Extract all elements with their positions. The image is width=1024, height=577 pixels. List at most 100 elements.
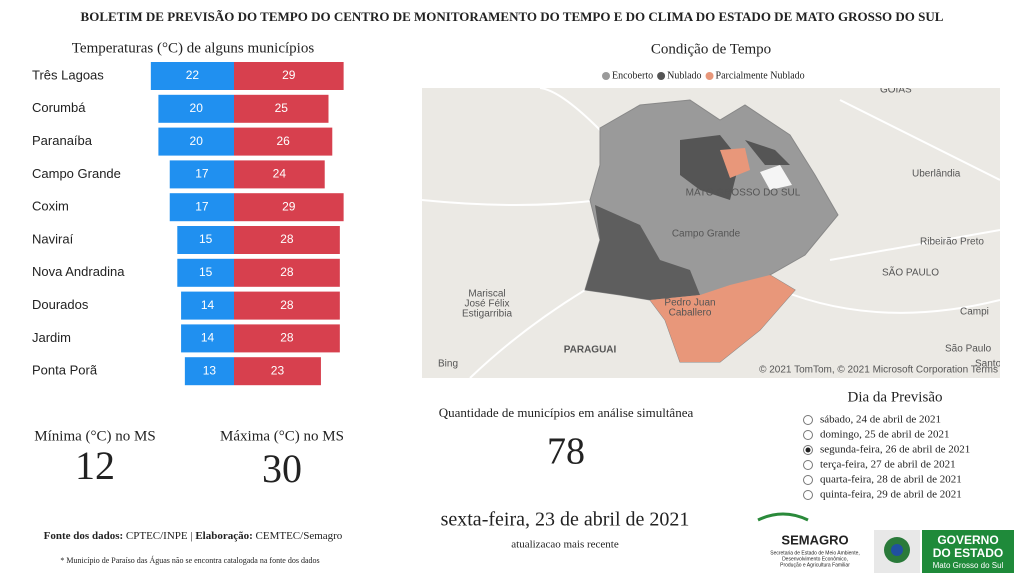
value-label: 24 <box>273 167 287 181</box>
value-label: 29 <box>282 199 296 213</box>
kpi-label: Quantidade de municípios em análise simu… <box>439 405 694 420</box>
map-label: PARAGUAI <box>564 345 617 356</box>
value-label: 26 <box>276 134 290 148</box>
value-label: 15 <box>199 265 213 279</box>
category-label: Três Lagoas <box>32 67 104 82</box>
footer-source: Fonte dos dados: CPTEC/INPE | Elaboração… <box>44 530 343 542</box>
update-note: atualizacao mais recente <box>511 539 619 551</box>
map-credit: © 2021 TomTom, © 2021 Microsoft Corporat… <box>759 365 998 376</box>
value-label: 28 <box>280 331 294 345</box>
map-label: Uberlândia <box>912 169 961 180</box>
map-label: Campo Grande <box>672 229 741 240</box>
legend-swatch <box>657 72 666 80</box>
map-roads <box>422 88 1000 378</box>
value-label: 15 <box>199 232 213 246</box>
category-label: Corumbá <box>32 100 86 115</box>
value-label: 13 <box>203 363 217 377</box>
map-label: José Félix <box>464 299 509 310</box>
source-part: Fonte dos dados: <box>44 530 123 542</box>
bar <box>234 193 344 222</box>
bar <box>234 127 333 156</box>
gov-text: Mato Grosso do Sul <box>933 561 1004 570</box>
kpi-value: 30 <box>262 446 302 491</box>
bar <box>150 62 234 90</box>
forecast-title: Dia da Previsão <box>848 389 943 405</box>
radio <box>803 415 813 425</box>
category-label: Dourados <box>32 297 89 312</box>
value-label: 28 <box>280 265 294 279</box>
category-label: Ponta Porã <box>32 363 98 378</box>
bar <box>234 258 340 287</box>
bar <box>169 160 234 189</box>
coat-of-arms <box>891 544 903 556</box>
value-label: 29 <box>282 68 296 82</box>
semagro-logo: SEMAGRO Secretaria de Estado de Meio Amb… <box>757 512 860 568</box>
bar <box>158 94 234 123</box>
bar <box>181 324 234 353</box>
radio-label: terça-feira, 27 de abril de 2021 <box>820 459 956 471</box>
radio <box>803 475 813 485</box>
legend-label: Nublado <box>667 70 701 81</box>
map-label: GOIÁS <box>880 83 912 96</box>
map-label: SÃO PAULO <box>882 266 939 279</box>
value-label: 17 <box>195 199 209 213</box>
bar <box>234 62 344 90</box>
logo-sub: Secretaria de Estado de Meio Ambiente, <box>770 550 860 556</box>
value-label: 28 <box>280 298 294 312</box>
value-label: 25 <box>275 101 289 115</box>
map-label: Santo <box>975 359 1002 370</box>
bar <box>158 127 234 156</box>
radio-label: domingo, 25 de abril de 2021 <box>820 429 950 441</box>
bar <box>177 226 234 254</box>
map-label: Caballero <box>669 308 712 319</box>
map-label: Pedro Juan <box>664 298 715 309</box>
footer-note: * Município de Paraíso das Águas não se … <box>60 555 319 565</box>
logo-arc <box>757 512 809 522</box>
forecast-options: sábado, 24 de abril de 2021 domingo, 25 d… <box>803 414 970 501</box>
bar <box>234 160 325 189</box>
logo-sub: Produção e Agricultura Familiar <box>780 562 850 568</box>
bar <box>234 324 340 353</box>
legend-label: Encoberto <box>612 70 653 81</box>
region-nublado <box>585 205 700 300</box>
category-label: Jardim <box>32 330 71 345</box>
legend-swatch <box>705 72 714 80</box>
gov-text: DO ESTADO <box>933 546 1003 560</box>
map-label: MATO GROSSO DO SUL <box>686 188 801 199</box>
radio <box>803 430 813 440</box>
region-parcial <box>650 275 795 362</box>
bar <box>177 258 234 287</box>
source-part: Elaboração: <box>195 530 252 542</box>
header-title: BOLETIM DE PREVISÃO DO TEMPO DO CENTRO D… <box>81 9 944 24</box>
map-title: Condição de Tempo <box>651 41 771 57</box>
bar <box>169 193 234 222</box>
value-label: 20 <box>190 101 204 115</box>
logo-text: SEMAGRO <box>781 532 848 547</box>
kpi-label: Mínima (°C) no MS <box>34 428 155 444</box>
source-part: CPTEC/INPE | <box>126 530 193 542</box>
value-label: 28 <box>280 232 294 246</box>
radio-label: quarta-feira, 28 de abril de 2021 <box>820 474 962 486</box>
region-none <box>760 165 792 190</box>
gov-text: GOVERNO <box>937 533 998 547</box>
radio <box>803 490 813 500</box>
radio <box>803 460 813 470</box>
value-label: 17 <box>195 167 209 181</box>
kpi-label: Máxima (°C) no MS <box>220 428 344 444</box>
radio-label: segunda-feira, 26 de abril de 2021 <box>820 444 970 456</box>
category-label: Coxim <box>32 199 69 214</box>
map-label: Campi <box>960 307 989 318</box>
legend-label: Parcialmente Nublado <box>716 70 805 81</box>
legend-swatch <box>602 72 610 80</box>
value-label: 23 <box>271 363 285 377</box>
gov-logo <box>922 530 1014 573</box>
region-parcial <box>720 148 750 178</box>
radio-label: sábado, 24 de abril de 2021 <box>820 414 941 426</box>
map-label: Ribeirão Preto <box>920 237 984 248</box>
value-label: 20 <box>190 134 204 148</box>
kpi-value: 12 <box>75 443 115 488</box>
bar <box>184 357 234 386</box>
kpi-value: 78 <box>547 431 585 473</box>
radio-dot <box>805 447 811 453</box>
